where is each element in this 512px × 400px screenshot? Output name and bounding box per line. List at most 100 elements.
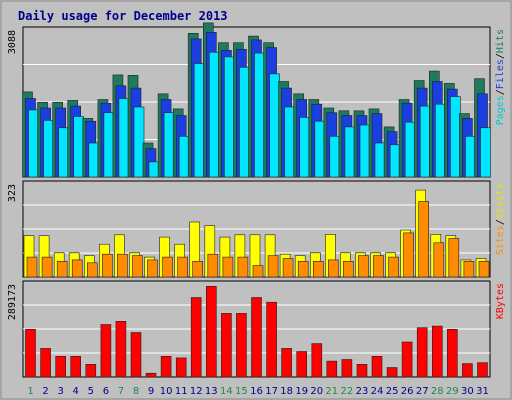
legend: KBytes [495,283,506,319]
bar-pages-day-12 [193,63,205,178]
bar-kbytes-day-19 [296,351,308,378]
panel-hits-files-pages: 3088 Pages/Files/Hits [7,22,506,178]
bar-sites-day-6 [102,253,113,278]
bar-pages-day-6 [103,112,115,178]
x-tick-label: 28 [431,386,444,397]
x-tick-label: 13 [205,386,218,397]
bar-sites-day-23 [358,255,369,278]
legend-visits: Visits [495,183,506,219]
bar-sites-day-7 [117,253,128,278]
bar-pages-day-16 [254,52,265,178]
bar-sites-day-12 [192,260,203,278]
bar-pages-day-23 [359,124,371,178]
bar-sites-day-8 [132,255,143,278]
bar-sites-day-16 [252,265,264,278]
bar-kbytes-day-31 [477,362,488,378]
x-tick-label: 14 [220,386,233,397]
bar-sites-day-25 [388,256,399,278]
x-tick-label: 1 [27,386,33,397]
x-tick-label: 8 [133,386,139,397]
bar-sites-day-30 [463,260,475,278]
x-tick-label: 17 [265,386,278,397]
bar-sites-day-21 [327,259,339,278]
bar-pages-day-1 [28,109,39,178]
bar-pages-day-21 [329,136,341,178]
bar-kbytes-day-23 [356,363,368,378]
bar-sites-day-13 [207,253,219,278]
legend-separator: / [495,89,506,95]
bar-pages-day-24 [374,142,386,178]
x-tick-label: 12 [190,386,203,397]
x-tick-label: 22 [341,386,354,397]
bar-sites-day-9 [147,259,158,278]
bar-kbytes-day-4 [70,355,81,378]
x-axis: 1 2 3 4 5 6 7 8 9 10 11 12 13 14 15 16 17 18 19 20 21 22 23 24 2… [27,386,489,397]
bar-pages-day-2 [43,120,54,178]
bar-pages-day-14 [224,56,235,178]
bar-pages-day-20 [314,120,326,178]
bar-sites-day-19 [297,260,309,278]
bar-pages-day-31 [480,127,491,178]
x-tick-label: 2 [42,386,48,397]
bar-kbytes-day-7 [115,320,127,378]
bar-kbytes-day-24 [371,355,383,378]
bar-kbytes-day-13 [206,285,217,378]
x-tick-label: 4 [73,386,79,397]
legend: Sites/Visits [495,183,506,255]
bar-pages-day-27 [419,105,431,178]
bar-sites-day-2 [41,256,53,278]
bar-sites-day-20 [312,260,324,278]
bar-kbytes-day-10 [160,355,172,378]
bar-pages-day-22 [344,126,356,178]
bar-sites-day-18 [282,258,294,278]
bar-sites-day-27 [418,201,430,278]
x-tick-label: 3 [58,386,64,397]
bar-kbytes-day-28 [431,325,443,378]
x-tick-label: 30 [461,386,474,397]
x-tick-label: 11 [175,386,188,397]
bar-kbytes-day-5 [85,363,97,378]
bar-kbytes-day-9 [145,372,157,378]
x-tick-label: 10 [160,386,173,397]
bar-kbytes-day-25 [386,367,398,378]
bar-pages-day-18 [284,106,295,178]
x-tick-label: 24 [371,386,384,397]
legend-kbytes: KBytes [495,283,506,319]
bar-sites-day-5 [87,262,98,278]
bar-kbytes-day-27 [416,327,428,378]
bar-pages-day-8 [133,106,145,178]
x-tick-label: 27 [416,386,429,397]
bar-kbytes-day-18 [281,348,292,378]
y-max-label: 323 [7,184,18,202]
bar-pages-day-29 [449,96,461,178]
bar-kbytes-day-2 [40,348,51,378]
x-tick-label: 26 [401,386,414,397]
x-tick-label: 9 [148,386,154,397]
bar-pages-day-13 [209,51,220,178]
bar-sites-day-17 [267,255,279,278]
bar-pages-day-5 [88,142,100,178]
bar-sites-day-15 [237,256,249,278]
legend: Pages/Files/Hits [495,29,506,125]
x-tick-label: 18 [280,386,293,397]
bar-sites-day-10 [162,256,173,278]
bar-pages-day-30 [465,136,476,178]
bar-pages-day-15 [239,67,250,178]
y-max-label: 289173 [7,284,18,320]
bar-pages-day-28 [434,103,446,178]
y-max-label: 3088 [7,30,18,54]
bar-kbytes-day-8 [130,332,142,378]
bar-pages-day-4 [73,116,84,178]
bar-sites-day-3 [56,260,68,278]
x-tick-label: 21 [325,386,338,397]
x-tick-label: 20 [310,386,323,397]
bar-pages-day-11 [178,136,190,178]
bar-sites-day-31 [478,260,490,278]
bar-kbytes-day-20 [311,343,323,378]
bar-kbytes-day-3 [55,355,67,378]
legend-pages: Pages [495,95,506,125]
bar-sites-day-28 [433,242,445,278]
bar-pages-day-26 [404,121,416,178]
